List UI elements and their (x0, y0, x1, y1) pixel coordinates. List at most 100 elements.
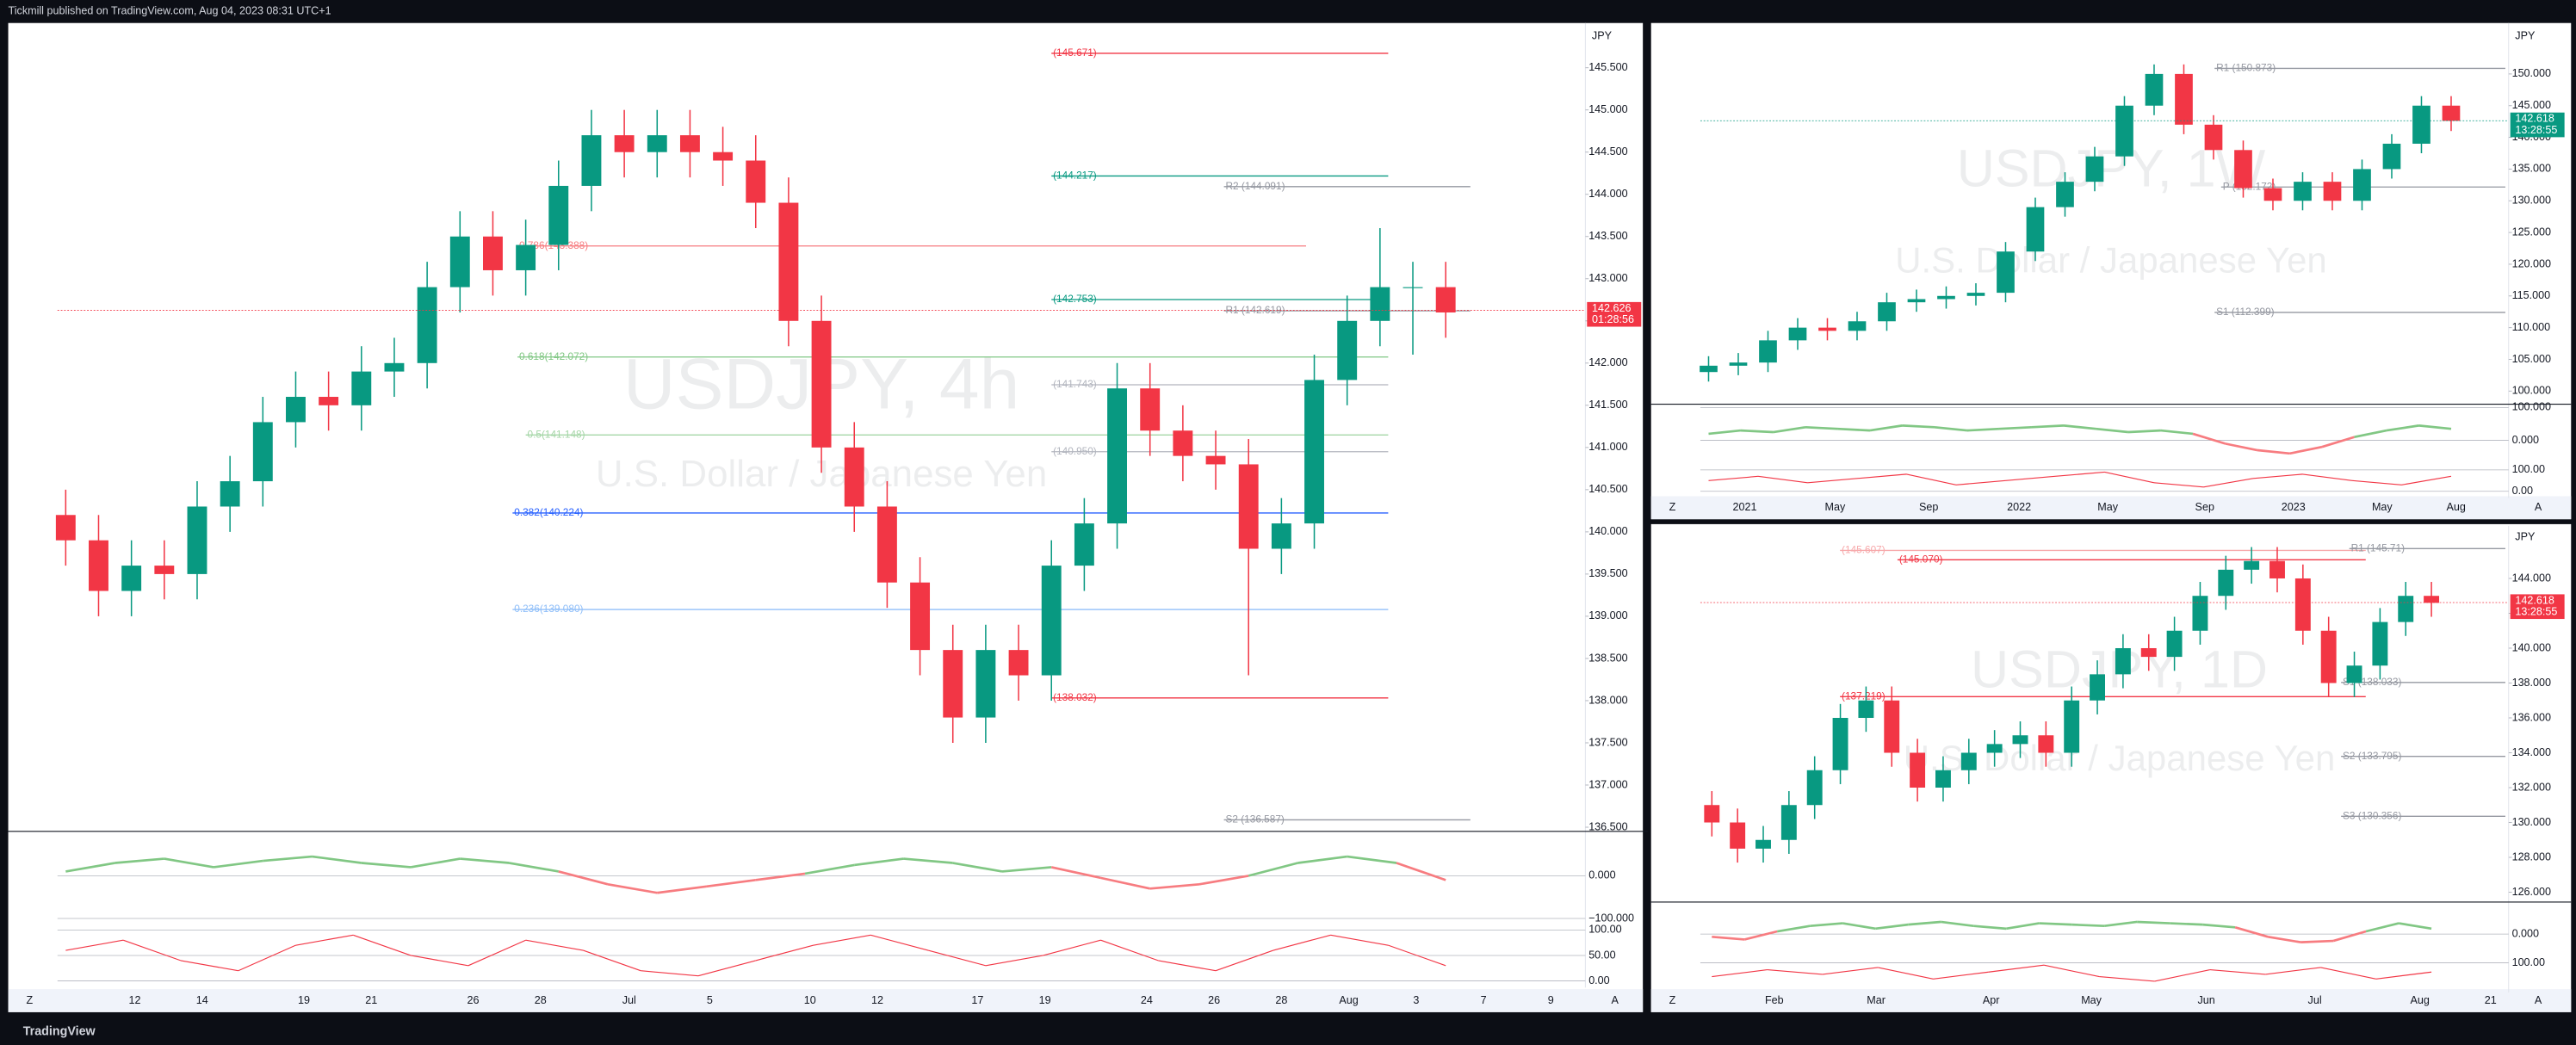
stoch-line (1158, 960, 1217, 972)
x-tick-label: Feb (1765, 994, 1784, 1006)
x-tick-label: 10 (804, 994, 816, 1006)
stoch-line (1767, 969, 1823, 975)
price-tag-countdown: 13:28:55 (2515, 124, 2557, 136)
stoch-line (2401, 475, 2452, 485)
candle-body (2145, 73, 2164, 106)
osc-line (1740, 429, 1774, 434)
level-label: (144.217) (1053, 170, 1097, 182)
scale-button[interactable]: Z (1669, 501, 1676, 513)
y-tick-label: 128.000 (2512, 850, 2551, 863)
x-tick-label: May (2372, 501, 2393, 513)
candle-body (2234, 150, 2252, 189)
candle-body (844, 447, 864, 507)
candle-body (1140, 388, 1161, 431)
scale-button[interactable]: Z (27, 994, 34, 1006)
candle-body (2398, 596, 2414, 622)
currency-label: JPY (2515, 531, 2536, 543)
candle-body (2294, 578, 2311, 631)
stoch-line (2154, 969, 2211, 982)
y-tick-label: 137.000 (1588, 778, 1627, 790)
osc-line (2039, 922, 2072, 926)
osc-tick-label: 0.00 (1588, 974, 1609, 986)
osc-line (1396, 862, 1446, 881)
stoch-line (353, 934, 412, 956)
osc-line (2365, 922, 2400, 933)
level-label: 0.786(143.388) (519, 239, 588, 251)
osc-line (1875, 923, 1909, 931)
osc-tick-label: 100.00 (2512, 956, 2545, 968)
stoch-line (1215, 949, 1274, 972)
stoch-line (813, 934, 871, 946)
candle-body (1173, 430, 1193, 456)
y-tick-label: 139.000 (1588, 609, 1627, 621)
osc-line (1966, 427, 2000, 432)
y-tick-label: 140.000 (2512, 641, 2551, 653)
scale-button[interactable]: Z (1669, 994, 1676, 1006)
osc-line (2386, 424, 2419, 432)
y-tick-label: 130.000 (2512, 195, 2551, 207)
candle-body (1304, 380, 1324, 524)
candle-body (548, 185, 569, 245)
footer-logo[interactable]: TradingView (23, 1025, 96, 1039)
scale-button[interactable]: A (2535, 501, 2542, 513)
candle-body (1910, 752, 1926, 788)
candle-body (1935, 770, 1951, 788)
osc-line (2289, 445, 2323, 455)
osc-line (1837, 427, 1871, 432)
stoch-line (1100, 939, 1159, 962)
y-tick-label: 100.000 (2512, 385, 2551, 397)
osc-line (854, 857, 904, 867)
candle-body (2140, 647, 2157, 658)
x-tick-label: 9 (1548, 994, 1554, 1006)
y-tick-label: 130.000 (2512, 816, 2551, 828)
candle-body (2424, 596, 2440, 603)
osc-line (2137, 920, 2170, 924)
level-label: S2 (133.795) (2343, 750, 2401, 762)
candle-body (1370, 287, 1390, 321)
osc-line (2063, 424, 2096, 430)
level-label: R1 (145.71) (2351, 541, 2406, 553)
osc-line (164, 857, 214, 869)
osc-line (263, 855, 313, 863)
candle-body (1435, 287, 1456, 312)
stoch-line (2265, 967, 2321, 975)
osc-line (2170, 922, 2203, 926)
y-tick-label: 143.500 (1588, 230, 1627, 242)
candle-body (1238, 464, 1259, 549)
level-label: 0.382(140.224) (514, 506, 583, 518)
candle-body (384, 362, 405, 372)
candle-body (483, 236, 503, 270)
x-tick-label: May (1825, 501, 1846, 513)
osc-line (1773, 425, 1806, 434)
panel-bg (8, 22, 1644, 1012)
osc-line (1347, 855, 1397, 864)
x-tick-label: 24 (1141, 994, 1153, 1006)
level-label: (145.070) (1899, 553, 1943, 565)
scale-button[interactable]: A (1612, 994, 1619, 1006)
osc-line (657, 885, 707, 894)
stoch-line (927, 949, 987, 967)
candle-body (876, 506, 897, 583)
osc-line (1908, 920, 1941, 926)
level-label: (141.743) (1053, 378, 1097, 390)
level-label: R2 (144.091) (1225, 180, 1285, 192)
stoch-line (583, 949, 641, 972)
osc-line (2005, 922, 2040, 931)
price-tag-countdown: 13:28:55 (2515, 606, 2557, 618)
candle-body (2218, 569, 2234, 597)
scale-button[interactable]: A (2535, 994, 2542, 1006)
osc-line (755, 872, 806, 881)
osc-tick-label: −100.000 (1588, 912, 1634, 924)
osc-line (1805, 425, 1838, 430)
x-tick-label: 5 (707, 994, 713, 1006)
time-axis-bg (8, 989, 1644, 1012)
y-tick-label: 137.500 (1588, 736, 1627, 748)
stoch-line (2054, 471, 2105, 477)
stoch-line (1043, 939, 1101, 956)
x-tick-label: 26 (1208, 994, 1220, 1006)
price-tag (1587, 301, 1642, 327)
candle-body (1832, 717, 1848, 770)
osc-line (2398, 922, 2432, 931)
stoch-line (122, 939, 182, 962)
level-label: 0.5(141.148) (528, 428, 585, 440)
